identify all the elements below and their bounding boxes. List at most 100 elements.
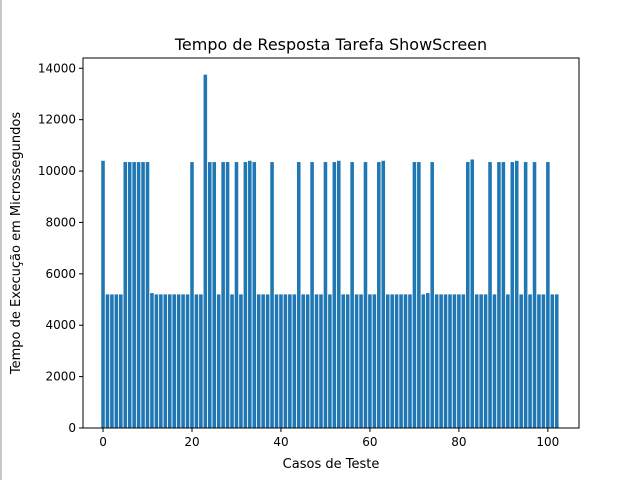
bar-60 <box>368 294 372 428</box>
bar-74 <box>430 162 434 428</box>
bar-1 <box>105 294 110 428</box>
bar-98 <box>537 294 541 428</box>
bar-4 <box>119 294 123 428</box>
bar-2 <box>110 294 114 428</box>
bar-62 <box>377 162 381 428</box>
bar-83 <box>470 159 475 429</box>
y-tick-label: 0 <box>68 421 76 435</box>
bar-20 <box>190 162 194 428</box>
x-axis-label: Casos de Teste <box>283 457 380 472</box>
bar-54 <box>341 294 346 428</box>
bar-52 <box>332 162 337 428</box>
bar-79 <box>452 294 457 428</box>
bar-85 <box>479 294 483 428</box>
bar-19 <box>185 294 190 428</box>
bar-55 <box>345 294 350 428</box>
bar-59 <box>363 162 368 428</box>
bar-21 <box>194 294 199 428</box>
bar-70 <box>412 162 417 428</box>
bar-9 <box>141 162 145 428</box>
bar-24 <box>208 162 212 428</box>
bar-8 <box>136 162 141 428</box>
bar-77 <box>443 294 448 428</box>
bar-102 <box>554 294 559 428</box>
bar-57 <box>354 294 359 428</box>
bar-6 <box>127 162 132 428</box>
bar-53 <box>337 160 341 428</box>
bar-15 <box>167 294 172 428</box>
plot-frame <box>82 57 580 429</box>
bar-80 <box>457 294 461 428</box>
bar-71 <box>417 162 421 428</box>
bar-45 <box>301 294 305 428</box>
bar-35 <box>256 294 261 428</box>
bars-group <box>101 74 559 429</box>
bar-38 <box>270 162 274 428</box>
bar-0 <box>101 160 105 428</box>
bar-12 <box>154 294 159 428</box>
bar-28 <box>225 162 230 428</box>
x-tick-label: 100 <box>536 435 559 449</box>
bar-50 <box>323 162 328 428</box>
bar-81 <box>461 294 466 428</box>
y-axis-label: Tempo de Execução em Microssegundos <box>9 112 24 375</box>
bar-58 <box>359 294 363 428</box>
bar-16 <box>172 294 176 428</box>
x-tick-label: 0 <box>99 435 107 449</box>
bar-40 <box>279 294 283 428</box>
bar-13 <box>159 294 163 428</box>
bar-25 <box>212 162 217 428</box>
y-tick-label: 12000 <box>38 113 76 127</box>
bar-95 <box>523 162 528 428</box>
bar-61 <box>372 294 377 428</box>
bar-96 <box>528 294 532 428</box>
bar-42 <box>288 294 292 428</box>
chart-title: Tempo de Resposta Tarefa ShowScreen <box>174 35 487 54</box>
bar-44 <box>296 162 301 428</box>
bar-23 <box>203 74 208 428</box>
bar-89 <box>497 162 501 428</box>
bar-3 <box>114 294 119 428</box>
bar-7 <box>132 162 136 428</box>
bar-76 <box>439 294 443 428</box>
bar-14 <box>163 294 168 428</box>
bar-91 <box>506 294 510 428</box>
y-tick-label: 6000 <box>45 267 76 281</box>
bar-46 <box>305 294 310 428</box>
bar-101 <box>550 294 555 428</box>
y-axis-ticks: 0 2000 4000 6000 8000 10000 12000 14000 <box>38 61 83 435</box>
bar-47 <box>310 162 314 428</box>
bar-99 <box>541 294 546 428</box>
x-tick-label: 80 <box>451 435 466 449</box>
bar-17 <box>176 294 181 428</box>
bar-32 <box>243 162 248 428</box>
y-tick-label: 8000 <box>45 215 76 229</box>
bar-63 <box>381 160 386 428</box>
bar-33 <box>248 160 252 428</box>
bar-29 <box>230 294 234 428</box>
bar-88 <box>492 294 497 428</box>
bar-34 <box>252 162 257 428</box>
bar-36 <box>261 294 265 428</box>
window-left-border <box>0 0 2 480</box>
bar-69 <box>408 294 412 428</box>
bar-48 <box>314 294 319 428</box>
bar-39 <box>274 294 279 428</box>
y-tick-label: 2000 <box>45 370 76 384</box>
bar-90 <box>501 162 506 428</box>
bar-78 <box>448 294 452 428</box>
bar-26 <box>216 294 221 428</box>
bar-41 <box>283 294 288 428</box>
bar-100 <box>546 162 550 428</box>
bar-5 <box>123 162 128 428</box>
bar-51 <box>328 294 332 428</box>
y-tick-label: 10000 <box>38 164 76 178</box>
bar-92 <box>510 162 515 428</box>
bar-31 <box>239 294 243 428</box>
x-tick-label: 40 <box>273 435 288 449</box>
y-tick-label: 4000 <box>45 318 76 332</box>
bar-67 <box>399 294 403 428</box>
y-tick-label: 14000 <box>38 61 76 75</box>
bar-64 <box>385 294 390 428</box>
